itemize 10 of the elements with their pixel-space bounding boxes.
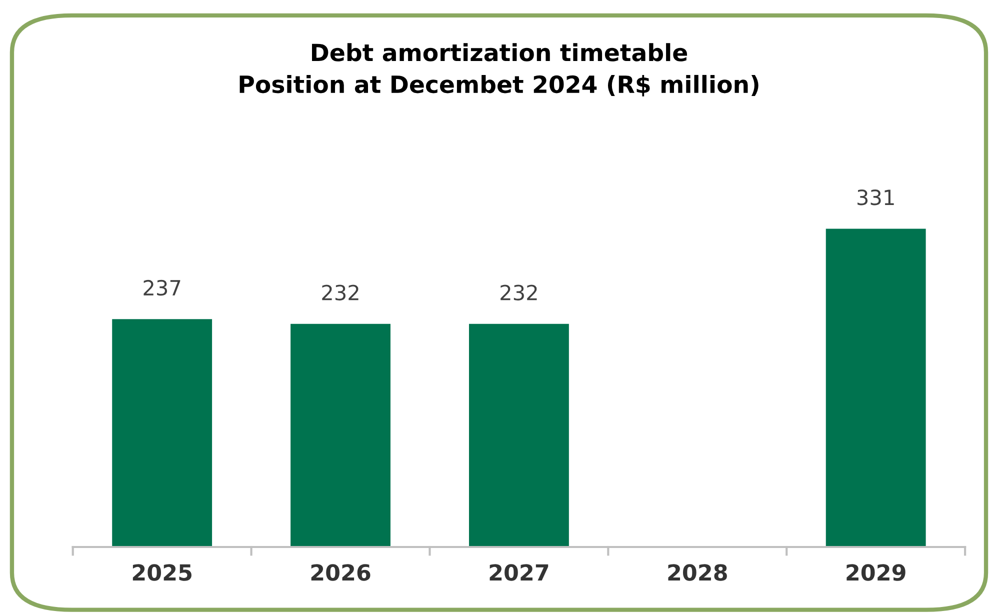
data-label: 331 xyxy=(858,190,894,206)
data-label: 232 xyxy=(322,284,358,300)
x-tick-label: 2028 xyxy=(668,564,727,581)
x-tick-label: 2027 xyxy=(490,564,548,581)
x-tick-label: 2029 xyxy=(846,564,906,581)
data-label: 232 xyxy=(500,284,537,300)
x-tick-label: 2026 xyxy=(311,564,370,581)
chart-title: Debt amortization timetable Position at Decembet 2024 (R$ million) xyxy=(240,43,758,96)
data-label: 237 xyxy=(144,280,180,296)
x-tick-label: 2025 xyxy=(132,564,192,581)
